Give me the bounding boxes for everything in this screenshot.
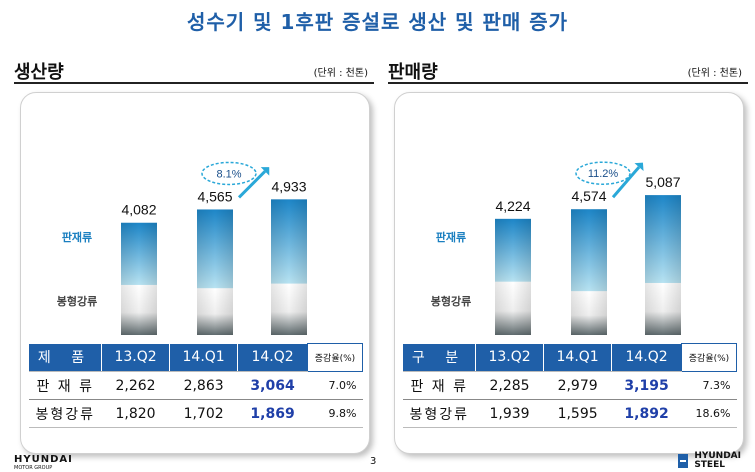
logo-text: HYUNDAI (694, 451, 741, 461)
table-cell: 판 재 류 (29, 371, 102, 400)
unit-label: (단위 : 천톤) (313, 68, 368, 79)
segment-label-upper: 판재류 (62, 230, 92, 244)
total-label: 4,224 (495, 198, 530, 214)
panel-title: 판매량 (388, 62, 438, 83)
bar-shade (271, 199, 307, 335)
growth-badge-text: 11.2% (588, 168, 619, 180)
arrow-head-icon (260, 167, 270, 176)
table-cell: 1,892 (611, 399, 682, 428)
unit-label: (단위 : 천톤) (687, 68, 742, 79)
table-cell: 1,702 (169, 399, 238, 428)
title-divider (14, 82, 374, 84)
total-label: 4,565 (197, 188, 232, 204)
total-label: 5,087 (645, 174, 680, 190)
title-divider (388, 82, 748, 84)
table-cell: 1,869 (237, 399, 308, 428)
bar-shade (197, 209, 233, 335)
growth-badge-text: 8.1% (216, 168, 241, 180)
table-header-row: 구 분 13.Q2 14.Q1 14.Q2 증감율(%) (403, 343, 737, 372)
table-cell: 2,979 (543, 371, 612, 400)
h-mark-icon (678, 454, 689, 468)
table-header: 제 품 (29, 343, 102, 372)
growth-badge (201, 161, 257, 186)
table-cell: 2,285 (475, 371, 544, 400)
bar-shade (495, 218, 531, 335)
table-row: 봉형강류 1,820 1,702 1,869 9.8% (29, 399, 363, 428)
table-cell: 봉형강류 (29, 399, 102, 428)
hyundai-steel-logo: HYUNDAI STEEL (678, 452, 741, 470)
growth-arrow (237, 170, 267, 199)
table-cell: 판 재 류 (403, 371, 476, 400)
page-number: 3 (370, 456, 377, 467)
table-header: 14.Q2 (611, 343, 682, 372)
bar-shade (645, 195, 681, 335)
production-table: 제 품 13.Q2 14.Q1 14.Q2 증감율(%) 판 재 류 2,262… (29, 343, 363, 428)
growth-arrow (611, 166, 641, 199)
table-row: 판 재 류 2,285 2,979 3,195 7.3% (403, 371, 737, 400)
logo-text: HYUNDAI (14, 454, 73, 465)
table-header: 14.Q1 (169, 343, 238, 372)
table-cell: 1,595 (543, 399, 612, 428)
total-label: 4,933 (271, 178, 306, 194)
page-headline: 성수기 및 1후판 증설로 생산 및 판매 증가 (186, 10, 569, 34)
table-cell: 9.8% (307, 399, 363, 428)
table-cell: 2,863 (169, 371, 238, 400)
table-cell: 18.6% (681, 399, 737, 428)
table-header: 증감율(%) (681, 343, 737, 372)
total-label: 4,574 (571, 188, 606, 204)
table-header: 증감율(%) (307, 343, 363, 372)
table-cell: 7.0% (307, 371, 363, 400)
logo-text: STEEL (694, 460, 725, 470)
panel-title: 생산량 (14, 62, 64, 83)
segment-label-lower: 봉형강류 (57, 294, 97, 308)
sales-table: 구 분 13.Q2 14.Q1 14.Q2 증감율(%) 판 재 류 2,285… (403, 343, 737, 428)
table-row: 판 재 류 2,262 2,863 3,064 7.0% (29, 371, 363, 400)
table-cell: 3,195 (611, 371, 682, 400)
growth-badge (575, 161, 631, 185)
bar-shade (571, 209, 607, 335)
segment-label-lower: 봉형강류 (431, 294, 471, 308)
hyundai-motor-group-logo: HYUNDAI MOTOR GROUP (14, 454, 73, 471)
table-cell: 7.3% (681, 371, 737, 400)
table-cell: 2,262 (101, 371, 170, 400)
arrow-head-icon (634, 162, 644, 172)
total-label: 4,082 (121, 202, 156, 218)
logo-subtext: MOTOR GROUP (14, 465, 53, 471)
segment-label-upper: 판재류 (436, 230, 466, 244)
table-cell: 1,820 (101, 399, 170, 428)
table-cell: 봉형강류 (403, 399, 476, 428)
table-header: 13.Q2 (100, 343, 170, 372)
table-cell: 3,064 (237, 371, 308, 400)
table-cell: 1,939 (475, 399, 544, 428)
bar-shade (121, 222, 157, 335)
table-header: 14.Q2 (237, 343, 308, 372)
table-header: 13.Q2 (474, 343, 544, 372)
table-header: 구 분 (403, 343, 476, 372)
table-row: 봉형강류 1,939 1,595 1,892 18.6% (403, 399, 737, 428)
table-header-row: 제 품 13.Q2 14.Q1 14.Q2 증감율(%) (29, 343, 363, 372)
table-header: 14.Q1 (543, 343, 612, 372)
